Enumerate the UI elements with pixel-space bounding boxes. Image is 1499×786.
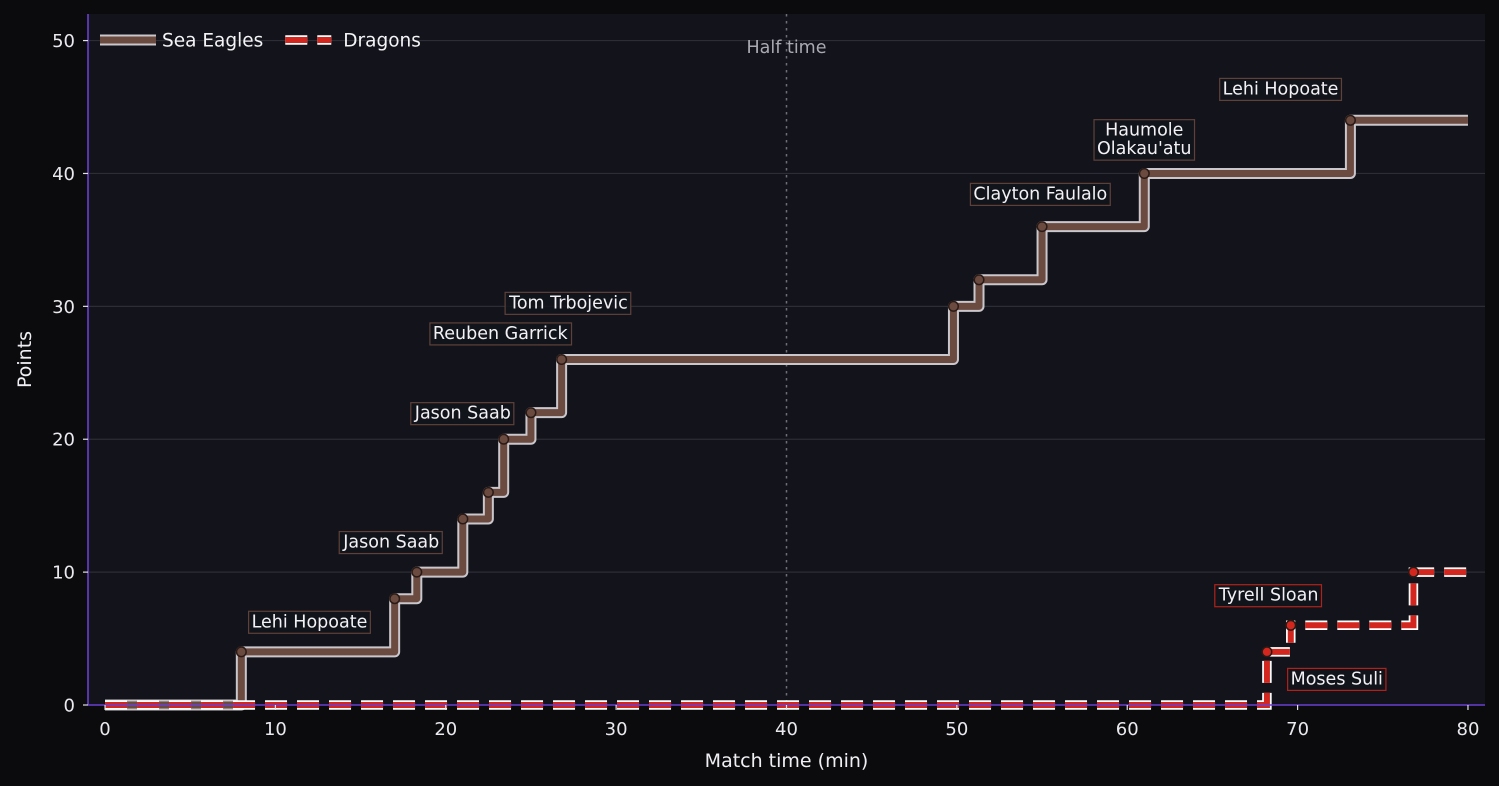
annotation: Clayton Faulalo xyxy=(969,182,1111,206)
x-tick-label: 0 xyxy=(99,719,110,740)
annotation-box xyxy=(1219,77,1343,102)
halftime-label: Half time xyxy=(746,38,826,58)
score-point xyxy=(1344,114,1356,126)
annotation-label: Lehi Hopoate xyxy=(1223,79,1339,99)
annotation-box xyxy=(410,402,515,426)
annotations: Lehi Hopoate Jason Saab Jason Saab Reuben G… xyxy=(247,77,1387,692)
score-point xyxy=(411,566,423,578)
annotation-label: Lehi Hopoate xyxy=(252,612,368,632)
annotation-box xyxy=(969,182,1111,206)
x-tick-label: 10 xyxy=(264,719,287,740)
score-point xyxy=(235,646,247,658)
x-axis-title: Match time (min) xyxy=(705,750,869,772)
annotation-label: Moses Suli xyxy=(1291,669,1383,689)
series-line xyxy=(105,569,1468,708)
score-point xyxy=(1036,221,1048,233)
score-point xyxy=(482,486,494,498)
annotation: Reuben Garrick xyxy=(429,322,573,346)
y-tick-label: 0 xyxy=(64,696,75,717)
y-tick-label: 30 xyxy=(52,297,75,318)
legend-item-sea-eagles: Sea Eagles xyxy=(100,31,263,52)
x-tick-label: 70 xyxy=(1286,719,1309,740)
series-dragons xyxy=(105,566,1468,710)
legend-label: Dragons xyxy=(343,31,421,52)
x-tick-label: 60 xyxy=(1116,719,1139,740)
series-line xyxy=(105,116,1468,709)
score-point xyxy=(498,433,510,445)
x-tick-label: 50 xyxy=(945,719,968,740)
y-tick-label: 40 xyxy=(52,164,75,185)
annotation-label: Tyrell Sloan xyxy=(1218,586,1319,606)
annotation: Tyrell Sloan xyxy=(1214,584,1323,608)
annotation-label: Tom Trbojevic xyxy=(508,293,628,313)
annotation-label: Jason Saab xyxy=(342,533,439,553)
series-layer xyxy=(105,114,1468,711)
score-point xyxy=(1138,167,1150,180)
y-axis-title: Points xyxy=(14,331,36,388)
annotation: Moses Suli xyxy=(1287,667,1387,692)
annotation: Haumole Olakau'atu xyxy=(1093,119,1196,161)
y-tick-label: 50 xyxy=(52,31,75,52)
y-tick-label: 10 xyxy=(52,563,75,584)
annotation-box xyxy=(504,291,632,315)
annotation-box xyxy=(1214,584,1323,608)
annotation-label: Clayton Faulalo xyxy=(973,184,1107,204)
annotation-label: Haumole Olakau'atu xyxy=(1097,121,1192,160)
annotation-box xyxy=(1287,667,1387,692)
y-tick-label: 20 xyxy=(52,430,75,451)
score-point xyxy=(1285,619,1297,631)
score-point xyxy=(457,513,469,525)
score-point xyxy=(556,353,568,366)
series-sea-eagles xyxy=(105,114,1468,711)
x-tick-label: 40 xyxy=(775,719,798,740)
annotation-box xyxy=(338,530,443,555)
legend-item-dragons: Dragons xyxy=(285,31,421,52)
annotation: Tom Trbojevic xyxy=(504,291,632,315)
x-tick-label: 80 xyxy=(1457,719,1480,740)
legend: Sea Eagles Dragons xyxy=(100,31,421,52)
score-point xyxy=(525,407,537,419)
score-point xyxy=(947,300,960,312)
annotation: Lehi Hopoate xyxy=(247,610,371,634)
score-point xyxy=(973,274,985,286)
x-tick-label: 20 xyxy=(434,719,457,740)
annotation: Jason Saab xyxy=(410,402,515,426)
annotation: Lehi Hopoate xyxy=(1219,77,1343,102)
axes: 0 10 20 30 40 50 60 70 80 0 10 20 30 40 50 Match time (… xyxy=(14,14,1485,772)
score-point xyxy=(1407,566,1419,578)
halftime-marker: Half time xyxy=(746,14,827,705)
annotation-label: Reuben Garrick xyxy=(433,324,569,344)
annotation-box xyxy=(247,610,371,634)
annotation: Jason Saab xyxy=(338,530,443,555)
annotation-box xyxy=(1093,119,1196,161)
score-point xyxy=(1261,646,1273,658)
legend-label: Sea Eagles xyxy=(162,31,263,52)
annotation-box xyxy=(429,322,573,346)
annotation-label: Jason Saab xyxy=(414,404,511,424)
score-point xyxy=(389,593,401,605)
x-tick-label: 30 xyxy=(605,719,628,740)
